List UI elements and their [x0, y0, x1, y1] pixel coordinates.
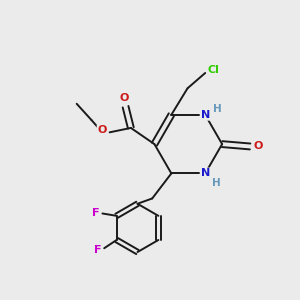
Text: N: N [201, 110, 210, 120]
Text: O: O [98, 125, 107, 135]
Text: F: F [94, 245, 101, 255]
Text: H: H [212, 178, 221, 188]
Text: F: F [92, 208, 100, 218]
Text: H: H [213, 104, 222, 115]
Text: Cl: Cl [208, 65, 219, 75]
Text: N: N [201, 168, 210, 178]
Text: O: O [119, 94, 129, 103]
Text: O: O [254, 142, 263, 152]
